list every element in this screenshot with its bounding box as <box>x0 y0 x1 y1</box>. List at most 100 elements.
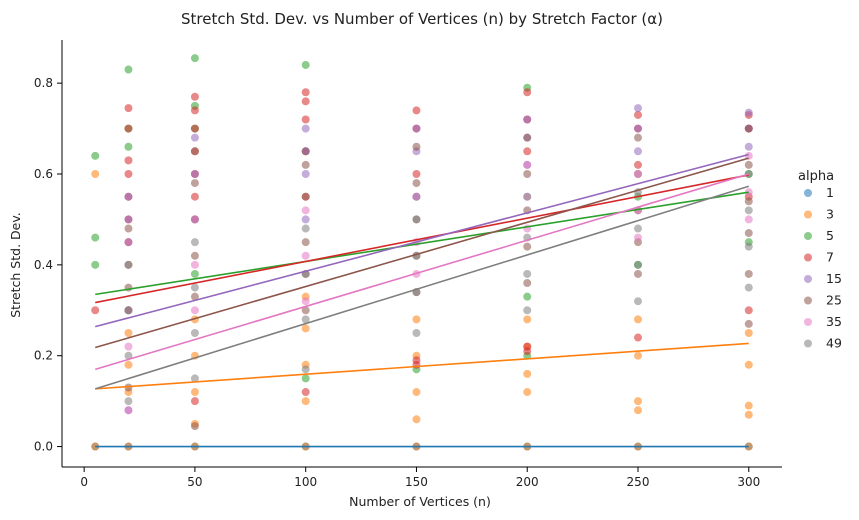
point-alpha-25 <box>744 229 753 238</box>
fit-line-alpha-5 <box>95 191 749 296</box>
point-alpha-15 <box>634 104 642 113</box>
point-alpha-5 <box>91 151 100 160</box>
point-alpha-49 <box>190 374 199 383</box>
point-alpha-7 <box>190 124 199 133</box>
point-alpha-7 <box>301 115 310 124</box>
point-alpha-35 <box>412 192 421 201</box>
point-alpha-35 <box>190 306 199 315</box>
x-axis-label: Number of Vertices (n) <box>349 494 491 509</box>
point-alpha-7 <box>124 124 133 133</box>
point-alpha-25 <box>190 422 199 431</box>
point-alpha-35 <box>744 151 753 160</box>
point-alpha-5 <box>91 233 100 242</box>
x-tick-label: 0 <box>80 475 88 489</box>
point-alpha-25 <box>523 170 532 179</box>
point-alpha-25 <box>190 179 199 188</box>
chart-title: Stretch Std. Dev. vs Number of Vertices … <box>181 10 663 28</box>
point-alpha-7 <box>91 306 100 315</box>
point-alpha-7 <box>124 170 133 179</box>
point-alpha-35 <box>301 206 310 215</box>
point-alpha-15 <box>190 133 199 142</box>
point-alpha-49 <box>190 238 199 247</box>
point-alpha-35 <box>301 251 310 260</box>
point-alpha-25 <box>634 269 642 278</box>
point-alpha-49 <box>190 328 199 337</box>
point-alpha-3 <box>744 401 753 410</box>
point-alpha-7 <box>634 110 642 119</box>
point-alpha-35 <box>124 238 133 247</box>
point-alpha-7 <box>412 360 421 369</box>
point-alpha-5 <box>190 269 199 278</box>
point-alpha-3 <box>523 388 532 397</box>
point-alpha-15 <box>124 215 133 224</box>
point-alpha-3 <box>634 397 642 406</box>
point-alpha-7 <box>634 333 642 342</box>
fit-line-alpha-7 <box>95 174 749 304</box>
point-alpha-7 <box>523 347 532 356</box>
point-alpha-49 <box>634 224 642 233</box>
point-alpha-3 <box>744 410 753 419</box>
point-alpha-25 <box>190 251 199 260</box>
point-alpha-7 <box>412 170 421 179</box>
point-alpha-25 <box>124 224 133 233</box>
point-alpha-25 <box>190 292 199 301</box>
point-alpha-49 <box>634 297 642 306</box>
point-alpha-25 <box>301 192 310 201</box>
point-alpha-15 <box>301 124 310 133</box>
point-alpha-25 <box>124 383 133 392</box>
point-alpha-35 <box>301 297 310 306</box>
point-alpha-35 <box>523 160 532 169</box>
point-alpha-15 <box>634 124 642 133</box>
point-alpha-15 <box>190 170 199 179</box>
point-alpha-49 <box>744 242 753 251</box>
legend-marker-35 <box>804 318 812 326</box>
point-alpha-25 <box>523 279 532 288</box>
point-alpha-5 <box>523 292 532 301</box>
point-alpha-35 <box>190 260 199 269</box>
point-alpha-7 <box>190 192 199 201</box>
point-alpha-25 <box>301 306 310 315</box>
point-alpha-15 <box>634 147 642 156</box>
point-alpha-15 <box>744 142 753 151</box>
point-alpha-49 <box>412 215 421 224</box>
fit-lines <box>94 153 750 448</box>
point-alpha-25 <box>744 197 753 206</box>
point-alpha-35 <box>190 215 199 224</box>
point-alpha-3 <box>301 397 310 406</box>
fit-line-alpha-35 <box>95 173 749 371</box>
point-alpha-3 <box>744 360 753 369</box>
point-alpha-3 <box>412 388 421 397</box>
point-alpha-49 <box>301 315 310 324</box>
point-alpha-3 <box>124 360 133 369</box>
y-tick-label: 0.4 <box>34 258 53 272</box>
y-tick-label: 0.8 <box>34 76 53 90</box>
y-tick-label: 0.6 <box>34 167 53 181</box>
x-tick-label: 200 <box>516 475 539 489</box>
point-alpha-5 <box>190 54 199 63</box>
legend-label-35: 35 <box>826 314 842 329</box>
point-alpha-15 <box>412 124 421 133</box>
point-alpha-3 <box>91 170 100 179</box>
point-alpha-49 <box>412 328 421 337</box>
legend-marker-3 <box>804 210 812 219</box>
legend-marker-15 <box>804 275 812 283</box>
point-alpha-49 <box>744 283 753 292</box>
legend-label-1: 1 <box>826 185 834 200</box>
legend-marker-49 <box>804 339 812 348</box>
point-alpha-7 <box>301 97 310 106</box>
point-alpha-25 <box>744 269 753 278</box>
point-alpha-25 <box>412 179 421 188</box>
legend-label-25: 25 <box>826 293 842 308</box>
point-alpha-35 <box>124 342 133 351</box>
point-alpha-3 <box>634 315 642 324</box>
point-alpha-7 <box>523 88 532 97</box>
point-alpha-25 <box>634 133 642 142</box>
point-alpha-49 <box>523 306 532 315</box>
point-alpha-15 <box>124 192 133 201</box>
point-alpha-15 <box>301 215 310 224</box>
point-alpha-25 <box>523 242 532 251</box>
point-alpha-7 <box>744 306 753 315</box>
point-alpha-3 <box>634 406 642 415</box>
legend-marker-5 <box>804 232 812 240</box>
